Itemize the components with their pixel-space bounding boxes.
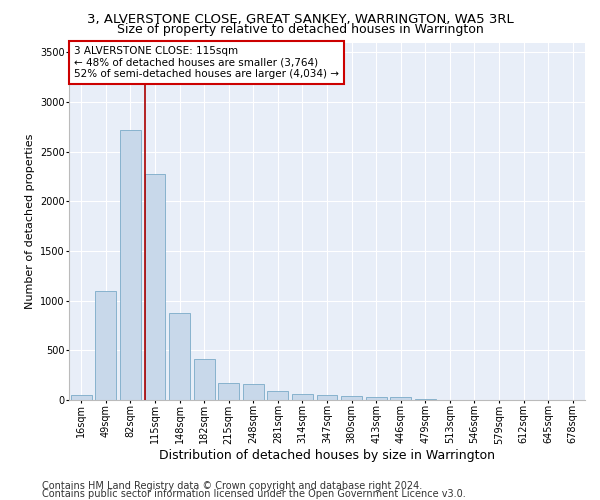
- Bar: [317, 394, 337, 400]
- Y-axis label: Number of detached properties: Number of detached properties: [25, 134, 35, 309]
- Text: Contains HM Land Registry data © Crown copyright and database right 2024.: Contains HM Land Registry data © Crown c…: [42, 481, 422, 491]
- Text: Size of property relative to detached houses in Warrington: Size of property relative to detached ho…: [116, 22, 484, 36]
- Bar: [120, 130, 141, 400]
- Bar: [341, 396, 362, 400]
- Bar: [365, 397, 386, 400]
- Bar: [194, 359, 215, 400]
- Bar: [415, 399, 436, 400]
- Bar: [390, 397, 411, 400]
- Text: 3, ALVERSTONE CLOSE, GREAT SANKEY, WARRINGTON, WA5 3RL: 3, ALVERSTONE CLOSE, GREAT SANKEY, WARRI…: [86, 12, 514, 26]
- Bar: [169, 312, 190, 400]
- Bar: [292, 394, 313, 400]
- Bar: [218, 383, 239, 400]
- X-axis label: Distribution of detached houses by size in Warrington: Distribution of detached houses by size …: [159, 449, 495, 462]
- Text: Contains public sector information licensed under the Open Government Licence v3: Contains public sector information licen…: [42, 489, 466, 499]
- Bar: [145, 174, 166, 400]
- Bar: [243, 384, 264, 400]
- Bar: [71, 395, 92, 400]
- Bar: [268, 390, 289, 400]
- Text: 3 ALVERSTONE CLOSE: 115sqm
← 48% of detached houses are smaller (3,764)
52% of s: 3 ALVERSTONE CLOSE: 115sqm ← 48% of deta…: [74, 46, 339, 80]
- Bar: [95, 291, 116, 400]
